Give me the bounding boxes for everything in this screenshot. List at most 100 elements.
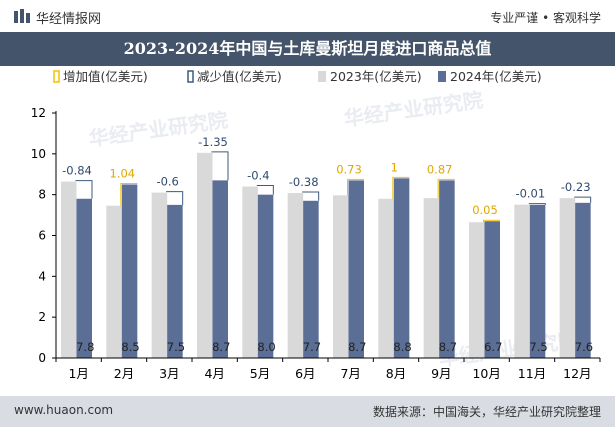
tagline: 专业严谨 • 客观科学: [490, 11, 601, 25]
x-tick-label: 6月: [295, 366, 315, 381]
bar-2024: [439, 180, 455, 358]
brand-name: 华经情报网: [36, 12, 102, 27]
bar-2024: [484, 221, 500, 358]
change-bracket-decrease: [75, 180, 93, 199]
bar-2024: [76, 198, 92, 358]
bar-2023: [378, 198, 394, 358]
brand-logo-icon: [14, 9, 30, 23]
y-tick-label: 8: [38, 188, 46, 202]
bar-2024: [212, 180, 228, 358]
x-tick-label: 12月: [563, 366, 591, 381]
legend-label: 2024年(亿美元): [450, 69, 542, 84]
change-label: 0.73: [336, 162, 362, 176]
change-bracket-decrease: [166, 191, 184, 205]
title-bar: [0, 32, 615, 66]
change-bracket-decrease: [302, 191, 320, 201]
change-bracket-increase: [347, 178, 364, 196]
legend-2023-swatch: [318, 71, 326, 82]
bar-2023: [333, 195, 349, 358]
bar-2024: [529, 204, 546, 358]
bar-2024: [121, 184, 138, 358]
bar-2023: [151, 192, 168, 358]
bar-2024: [575, 202, 591, 358]
change-bracket-increase: [120, 182, 138, 206]
footer-source: 数据来源：中国海关，华经产业研究院整理: [372, 405, 601, 419]
change-label: 0.87: [427, 162, 453, 176]
y-tick-label: 0: [38, 351, 46, 365]
x-tick-label: 8月: [386, 366, 406, 381]
legend-label: 减少值(亿美元): [197, 69, 282, 84]
value-label-2024: 7.6: [575, 340, 593, 354]
bar-2023: [559, 198, 576, 358]
change-bracket-decrease: [211, 151, 229, 181]
change-bracket-decrease: [574, 196, 592, 203]
x-tick-label: 2月: [114, 366, 134, 381]
y-tick-label: 6: [38, 229, 46, 243]
value-label-2024: 8.7: [348, 340, 366, 354]
legend-2024-swatch: [438, 71, 446, 82]
bar-2023: [106, 205, 122, 358]
change-label: 0.05: [472, 203, 498, 217]
legend-decrease-swatch: [187, 70, 194, 83]
x-tick-label: 1月: [68, 366, 88, 381]
footer-bar: [0, 396, 615, 427]
bar-2024: [303, 200, 319, 358]
bar-2023: [469, 222, 485, 358]
change-label: -0.23: [561, 180, 591, 194]
change-label: -0.4: [247, 169, 269, 183]
change-label: -0.6: [156, 175, 178, 189]
legend-label: 2023年(亿美元): [330, 69, 422, 84]
bar-chart: 增加值(亿美元) 减少值(亿美元) 2023年(亿美元) 2024年(亿美元) 华经产…: [31, 69, 601, 381]
x-tick-label: 10月: [472, 366, 500, 381]
change-label: -0.38: [289, 175, 319, 189]
change-label: -0.01: [515, 187, 545, 201]
value-label-2024: 8.5: [121, 340, 139, 354]
top-bar: [0, 0, 615, 32]
change-label: -1.35: [198, 135, 228, 149]
x-tick-label: 9月: [431, 366, 451, 381]
x-tick-label: 7月: [340, 366, 360, 381]
bar-2023: [242, 186, 258, 358]
bar-2023: [423, 198, 440, 358]
x-tick-label: 4月: [204, 366, 224, 381]
value-label-2024: 8.8: [393, 340, 411, 354]
bar-2024: [348, 180, 364, 358]
change-bracket-decrease: [256, 185, 274, 195]
bar-2024: [393, 178, 410, 358]
legend-increase-swatch: [53, 70, 60, 83]
bar-2023: [287, 193, 304, 358]
x-tick-label: 5月: [250, 366, 270, 381]
change-label: 1: [391, 160, 398, 174]
bar-2023: [61, 181, 77, 358]
footer-site: www.huaon.com: [14, 403, 114, 417]
bars: -0.84 7.8 1.04 8.5 -0.6 7.5 -1.35 8.7 -0.4 8.0 -0.…: [61, 135, 593, 358]
bar-2024: [167, 204, 183, 358]
value-label-2024: 6.7: [484, 340, 502, 354]
bar-2024: [257, 194, 274, 358]
watermark-text: 华经产业研究院: [342, 88, 484, 131]
x-axis: 1月 2月 3月 4月 5月 6月 7月 8月 9月 10月 11月 12月: [55, 357, 601, 381]
bar-2023: [197, 152, 213, 358]
value-label-2024: 8.0: [257, 340, 275, 354]
value-label-2024: 8.7: [212, 340, 230, 354]
value-label-2024: 7.7: [303, 340, 321, 354]
y-tick-label: 2: [38, 310, 46, 324]
y-axis: 0 2 4 6 8 10 12: [31, 106, 57, 365]
change-bracket-increase: [392, 176, 410, 199]
y-tick-label: 12: [31, 106, 46, 120]
change-bracket-increase: [437, 178, 455, 199]
watermark-text: 华经产业研究院: [437, 328, 579, 371]
chart-title: 2023-2024年中国与土库曼斯坦月度进口商品总值: [123, 39, 492, 58]
legend-label: 增加值(亿美元): [63, 69, 148, 84]
value-label-2024: 8.7: [439, 340, 457, 354]
change-label: 1.04: [110, 166, 136, 180]
value-label-2024: 7.5: [529, 340, 547, 354]
x-tick-label: 11月: [518, 366, 546, 381]
change-bracket-increase: [483, 219, 500, 223]
bar-2023: [514, 204, 530, 358]
legend: 增加值(亿美元) 减少值(亿美元) 2023年(亿美元) 2024年(亿美元): [53, 69, 542, 84]
value-label-2024: 7.8: [76, 340, 94, 354]
change-bracket-decrease: [528, 203, 546, 205]
value-label-2024: 7.5: [167, 340, 185, 354]
y-tick-label: 10: [31, 147, 46, 161]
